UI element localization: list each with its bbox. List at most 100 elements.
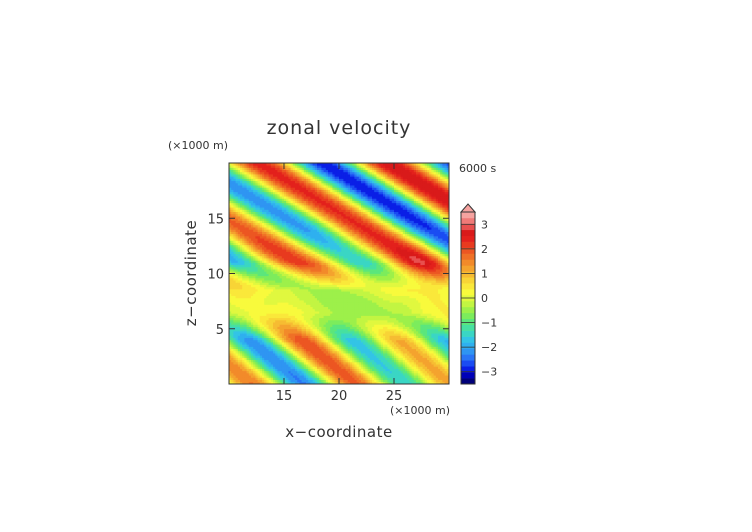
heatmap-cell [248, 262, 252, 266]
heatmap-cell [288, 211, 291, 215]
heatmap-cell [253, 204, 256, 208]
heatmap-cell [308, 220, 311, 224]
heatmap-cell [325, 370, 329, 374]
heatmap-cell [303, 344, 307, 347]
heatmap-cell [312, 246, 316, 250]
heatmap-cell [246, 182, 250, 186]
heatmap-cell [299, 286, 302, 290]
heatmap-cell [235, 282, 239, 285]
heatmap-cell [281, 280, 285, 283]
heatmap-cell [270, 288, 274, 292]
heatmap-cell [273, 209, 276, 213]
heatmap-cell [292, 328, 296, 332]
heatmap-cell [317, 165, 320, 168]
heatmap-cell [303, 260, 307, 263]
heatmap-cell [233, 304, 236, 308]
heatmap-cell [275, 260, 278, 263]
heatmap-cell [284, 375, 287, 378]
heatmap-cell [303, 288, 307, 292]
heatmap-cell [253, 293, 256, 296]
heatmap-cell [233, 348, 236, 352]
heatmap-cell [334, 350, 338, 354]
heatmap-cell [266, 315, 269, 319]
heatmap-cell [253, 357, 256, 361]
heatmap-cell [323, 330, 327, 334]
heatmap-cell [323, 202, 327, 206]
heatmap-cell [242, 381, 245, 384]
heatmap-cell [325, 207, 329, 210]
heatmap-cell [306, 174, 309, 177]
heatmap-cell [275, 302, 278, 305]
heatmap-cell [286, 231, 289, 235]
heatmap-cell [301, 207, 305, 210]
heatmap-cell [255, 198, 258, 201]
heatmap-cell [308, 242, 311, 246]
heatmap-cell [268, 266, 272, 270]
heatmap-cell [284, 242, 287, 246]
heatmap-cell [244, 346, 247, 350]
heatmap-cell [242, 353, 245, 356]
heatmap-cell [312, 235, 316, 239]
heatmap-cell [303, 169, 307, 173]
heatmap-cell [336, 288, 340, 292]
heatmap-cell [319, 271, 322, 274]
heatmap-cell [312, 355, 316, 358]
heatmap-cell [295, 339, 298, 343]
heatmap-cell [270, 238, 274, 241]
heatmap-cell [303, 364, 307, 367]
heatmap-cell [336, 231, 340, 235]
heatmap-cell [328, 379, 331, 383]
heatmap-cell [237, 286, 241, 290]
heatmap-cell [328, 258, 331, 261]
heatmap-cell [253, 275, 256, 279]
heatmap-cell [248, 313, 252, 316]
heatmap-cell [319, 368, 322, 372]
heatmap-cell [231, 196, 234, 199]
heatmap-cell [229, 353, 232, 356]
heatmap-cell [295, 335, 298, 338]
heatmap-cell [262, 178, 265, 182]
heatmap-cell [262, 165, 265, 168]
heatmap-cell [323, 357, 327, 361]
heatmap-cell [253, 211, 256, 215]
heatmap-cell [323, 293, 327, 296]
heatmap-cell [251, 222, 254, 226]
heatmap-cell [246, 353, 250, 356]
heatmap-cell [301, 333, 305, 336]
heatmap-cell [235, 182, 239, 186]
heatmap-cell [237, 306, 241, 310]
heatmap-cell [242, 204, 245, 208]
heatmap-cell [251, 335, 254, 338]
heatmap-cell [270, 222, 274, 226]
heatmap-cell [279, 291, 283, 294]
heatmap-cell [323, 249, 327, 252]
heatmap-cell [233, 174, 236, 177]
heatmap-cell [317, 182, 320, 186]
heatmap-cell [312, 368, 316, 372]
heatmap-cell [297, 224, 300, 228]
heatmap-cell [312, 185, 316, 188]
heatmap-cell [328, 180, 331, 184]
heatmap-cell [332, 260, 335, 263]
heatmap-cell [323, 337, 327, 341]
heatmap-cell [240, 273, 243, 277]
heatmap-cell [306, 339, 309, 343]
heatmap-cell [251, 169, 254, 173]
heatmap-cell [281, 330, 285, 334]
heatmap-cell [244, 328, 247, 332]
heatmap-cell [244, 302, 247, 305]
heatmap-cell [330, 300, 333, 303]
heatmap-cell [281, 333, 285, 336]
heatmap-cell [334, 322, 338, 325]
heatmap-cell [231, 342, 234, 345]
heatmap-cell [286, 375, 289, 378]
heatmap-cell [317, 350, 320, 354]
heatmap-cell [242, 346, 245, 350]
heatmap-cell [332, 255, 335, 259]
heatmap-cell [286, 271, 289, 274]
heatmap-cell [336, 381, 340, 384]
heatmap-cell [290, 244, 294, 248]
heatmap-cell [299, 178, 302, 182]
heatmap-cell [268, 284, 272, 288]
heatmap-cell [292, 218, 296, 221]
